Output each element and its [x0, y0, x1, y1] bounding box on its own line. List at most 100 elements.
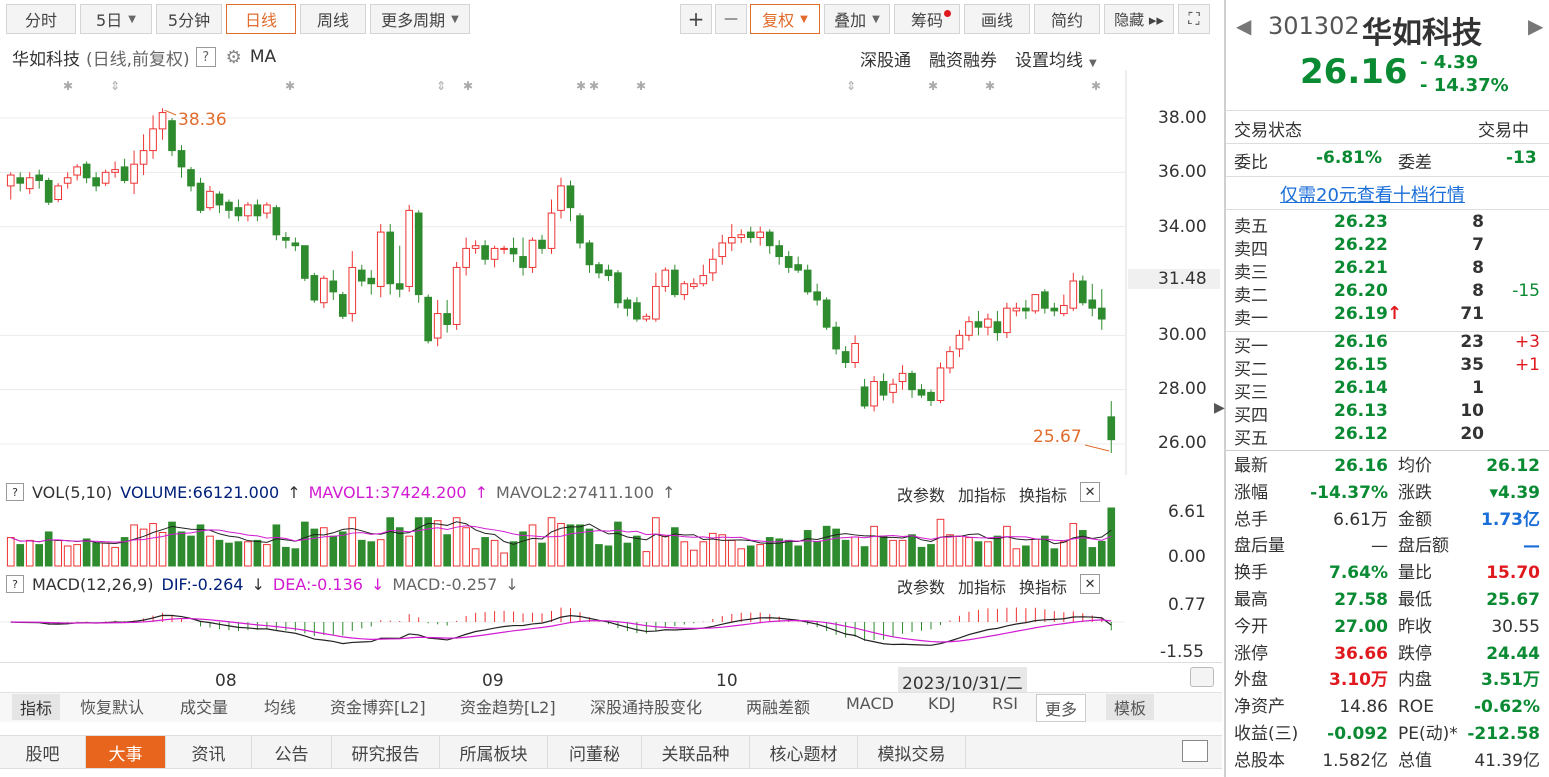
bottom-tab-secretary[interactable]: 问董秘 [548, 736, 642, 768]
stat-label: 涨幅 [1234, 482, 1268, 503]
indicator-rsi[interactable]: RSI [992, 694, 1018, 713]
chips-button[interactable]: 筹码 [894, 4, 960, 34]
help-icon[interactable]: ? [195, 47, 216, 67]
bottom-tab-sectors[interactable]: 所属板块 [440, 736, 548, 768]
fullscreen-button[interactable]: ⛶ [1178, 4, 1210, 34]
order-book-row[interactable]: 卖一 26.19 71 [1234, 304, 1544, 329]
indicator-hk-holding[interactable]: 深股通持股变化 [590, 698, 703, 717]
order-book-row[interactable]: 卖四 26.22 7 [1234, 235, 1544, 260]
gear-icon[interactable]: ⚙ [225, 46, 242, 68]
indicator-reset[interactable]: 恢复默认 [80, 698, 145, 717]
draw-line-button[interactable]: 画线 [964, 4, 1030, 34]
volume-bar [955, 535, 964, 567]
bottom-tab-announcements[interactable]: 公告 [252, 736, 332, 768]
panel-expand-icon[interactable] [1182, 740, 1208, 762]
stat-label: 总值 [1398, 750, 1432, 771]
stat-value: 41.39亿 [1474, 750, 1540, 771]
indicator-more[interactable]: 更多 [1036, 694, 1087, 722]
candle-body [775, 245, 784, 258]
vol-axis-bottom: 0.00 [1168, 547, 1206, 567]
candle-body [367, 277, 376, 285]
prev-stock-icon[interactable]: ◀ [1236, 14, 1252, 38]
order-book-row[interactable]: 买五 26.12 20 [1234, 424, 1544, 449]
period-tab-5day[interactable]: 5日 ▼ [80, 4, 152, 34]
hide-panel-button[interactable]: 隐藏 ▸▸ [1104, 4, 1174, 34]
collapse-toggle[interactable]: ? [6, 575, 24, 593]
ma-settings-link[interactable]: 设置均线 ▼ [1015, 46, 1097, 71]
volume-bar [746, 545, 755, 567]
volume-bar [661, 535, 670, 567]
bottom-tab-topics[interactable]: 核心题材 [750, 736, 858, 768]
order-book-row[interactable]: 买二 26.15 35 +1 [1234, 355, 1544, 380]
bottom-tab-research[interactable]: 研究报告 [332, 736, 440, 768]
vol-switch-indicator[interactable]: 换指标 [1019, 486, 1068, 505]
indicator-volume[interactable]: 成交量 [180, 698, 229, 717]
order-level-label: 买四 [1234, 406, 1268, 426]
indicator-macd[interactable]: MACD [846, 694, 894, 713]
period-tab-weekly[interactable]: 周线 [300, 4, 366, 34]
stat-value: 27.00 [1334, 616, 1388, 637]
order-book-row[interactable]: 卖三 26.21 8 [1234, 258, 1544, 283]
simple-mode-button[interactable]: 简约 [1034, 4, 1100, 34]
vol-change-params[interactable]: 改参数 [897, 486, 946, 505]
overlay-button[interactable]: 叠加 ▼ [824, 4, 890, 34]
divider [1226, 209, 1549, 210]
stat-value: 1.582亿 [1322, 750, 1388, 771]
bottom-tab-related[interactable]: 关联品种 [642, 736, 750, 768]
order-book-row[interactable]: 卖五 26.23 8 [1234, 212, 1544, 237]
indicator-ma[interactable]: 均线 [264, 698, 297, 717]
candle-body [320, 277, 328, 304]
bottom-tab-simtrade[interactable]: 模拟交易 [858, 736, 966, 768]
volume-bar [215, 539, 224, 567]
candle-body [927, 391, 935, 402]
order-book-row[interactable]: 买四 26.13 10 [1234, 401, 1544, 426]
order-price: 26.15 [1334, 355, 1388, 375]
order-level-label: 卖二 [1234, 286, 1268, 306]
chevron-down-icon: ▼ [128, 13, 136, 25]
order-volume: 23 [1460, 332, 1484, 352]
panel-splitter[interactable]: ▶ [1214, 400, 1225, 416]
order-book-row[interactable]: 买一 26.16 23 +3 [1234, 332, 1544, 357]
period-tab-more[interactable]: 更多周期 ▼ [370, 4, 470, 34]
candlestick-chart[interactable]: ✱ ⇕ ✱ ⇕ ✱ ✱ ✱ ✱ ⇕ ✱ ✱ ✱ [0, 70, 1222, 475]
period-tab-fenshi[interactable]: 分时 [6, 4, 76, 34]
scroll-toggle[interactable] [1190, 667, 1214, 687]
indicator-tab-main[interactable]: 指标 [12, 694, 61, 720]
order-book-row[interactable]: 卖二 26.20 8 -15 [1234, 281, 1544, 306]
bottom-tab-events[interactable]: 大事 [86, 736, 166, 768]
collapse-toggle[interactable]: ? [6, 483, 24, 501]
zoom-out-button[interactable]: — [715, 4, 747, 34]
vol-add-indicator[interactable]: 加指标 [958, 486, 1007, 505]
macd-add-indicator[interactable]: 加指标 [958, 578, 1007, 597]
bottom-tab-news[interactable]: 资讯 [166, 736, 252, 768]
stat-value: 15.70 [1486, 563, 1540, 584]
stat-label: 昨收 [1398, 616, 1432, 637]
level2-promo-link[interactable]: 仅需20元查看十档行情 [1280, 185, 1465, 206]
hk-connect-link[interactable]: 深股通 [860, 51, 911, 71]
order-book-row[interactable]: 买三 26.14 1 [1234, 378, 1544, 403]
fuquan-button[interactable]: 复权 ▼ [750, 4, 820, 34]
chart-header-links: 深股通 融资融券 设置均线 ▼ [860, 46, 1097, 71]
macd-switch-indicator[interactable]: 换指标 [1019, 578, 1068, 597]
indicator-template[interactable]: 模板 [1106, 694, 1155, 720]
low-arrow [1084, 444, 1110, 452]
margin-link[interactable]: 融资融券 [929, 51, 997, 71]
zoom-in-button[interactable]: + [680, 4, 712, 34]
bottom-tab-guba[interactable]: 股吧 [0, 736, 86, 768]
indicator-fund-game[interactable]: 资金博弈[L2] [330, 698, 426, 717]
indicator-fund-trend[interactable]: 资金趋势[L2] [460, 698, 556, 717]
macd-change-params[interactable]: 改参数 [897, 578, 946, 597]
candle-body [405, 209, 414, 287]
period-tab-5min[interactable]: 5分钟 [156, 4, 222, 34]
chevron-down-icon: ▼ [451, 13, 459, 25]
stat-value: 7.64% [1329, 563, 1388, 584]
period-tab-daily[interactable]: 日线 [226, 4, 296, 34]
close-icon[interactable]: ✕ [1080, 482, 1101, 502]
next-stock-icon[interactable]: ▶ [1528, 14, 1544, 38]
close-icon[interactable]: ✕ [1080, 574, 1101, 594]
dif-line [10, 614, 1112, 646]
indicator-kdj[interactable]: KDJ [928, 694, 956, 713]
candle-body [699, 275, 708, 285]
vol-prefix: VOL(5,10) [32, 482, 113, 502]
indicator-margin-diff[interactable]: 两融差额 [746, 698, 811, 717]
